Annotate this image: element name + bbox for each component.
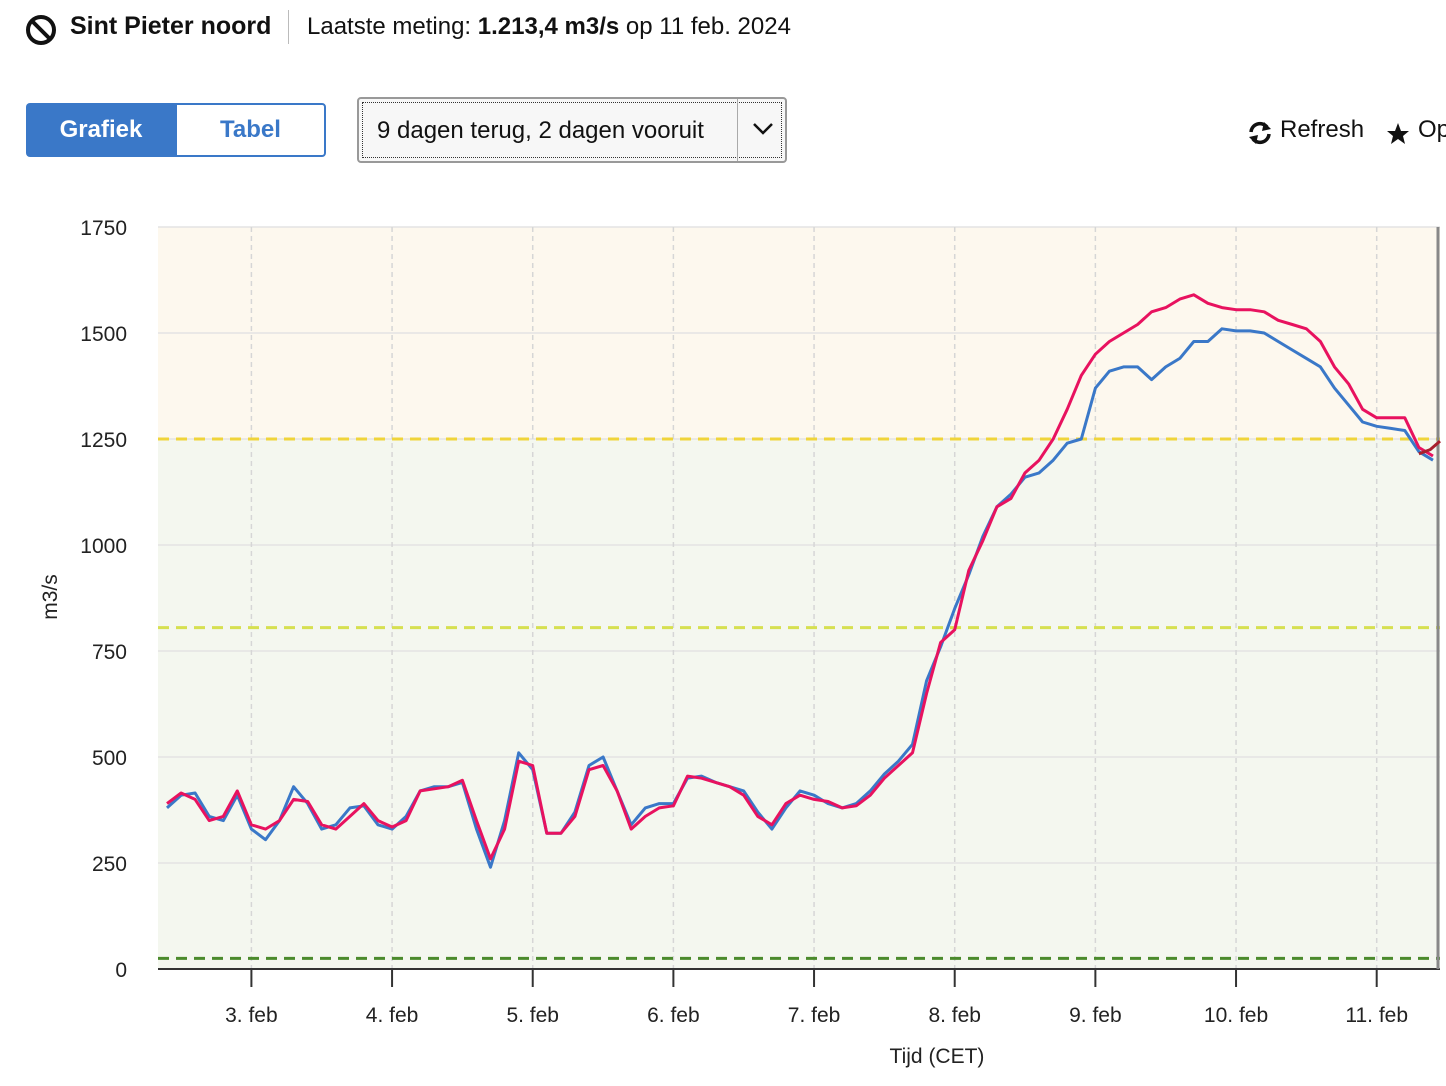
tab-table[interactable]: Tabel: [175, 103, 326, 157]
y-tick-label: 1500: [80, 323, 127, 346]
period-text: 9 dagen terug, 2 dagen vooruit: [377, 117, 704, 144]
x-tick-label: 6. feb: [647, 1004, 700, 1027]
x-tick-label: 5. feb: [506, 1004, 559, 1027]
y-tick-label: 1750: [80, 217, 127, 240]
y-tick-label: 500: [92, 747, 127, 770]
series-line: [166, 293, 1434, 861]
tab-graph[interactable]: Grafiek: [26, 103, 176, 157]
chevron: [753, 123, 773, 135]
station-icon: [26, 15, 56, 45]
x-tick-label: 8. feb: [928, 1004, 981, 1027]
band: [158, 439, 1440, 969]
station-name: Sint Pieter noord: [70, 12, 272, 40]
y-tick-label: 1000: [80, 535, 127, 558]
x-tick-label: 11. feb: [1345, 1004, 1408, 1027]
series-line: [1418, 439, 1441, 456]
save[interactable]: Op: [1418, 116, 1446, 143]
series-line: [165, 327, 1434, 869]
x-tick-label: 4. feb: [366, 1004, 419, 1027]
star-icon: [1387, 123, 1409, 144]
y-tick-label: 1250: [80, 429, 127, 452]
x-axis-label: Tijd (CET): [890, 1045, 985, 1068]
y-tick-label: 250: [92, 853, 127, 876]
x-tick-label: 10. feb: [1204, 1004, 1268, 1027]
y-tick-label: 750: [92, 641, 127, 664]
separator: [288, 10, 289, 44]
measurement-value: 1.213,4 m3/s: [477, 13, 620, 40]
x-tick-label: 3. feb: [225, 1004, 278, 1027]
period-select[interactable]: 9 dagen terug, 2 dagen vooruit: [357, 97, 787, 163]
last-measurement: Laatste meting: 1.213,4 m3/s op 11 feb. …: [307, 13, 791, 41]
x-tick-label: 7. feb: [788, 1004, 841, 1027]
y-axis-label: m3/s: [39, 574, 62, 620]
measurement-date: op 11 feb. 2024: [625, 13, 791, 40]
measurement-label: Laatste meting:: [307, 13, 472, 40]
x-tick-label: 9. feb: [1069, 1004, 1122, 1027]
refresh[interactable]: Refresh: [1280, 116, 1365, 143]
y-tick-label: 0: [115, 959, 127, 982]
refresh-icon: [1249, 121, 1271, 145]
